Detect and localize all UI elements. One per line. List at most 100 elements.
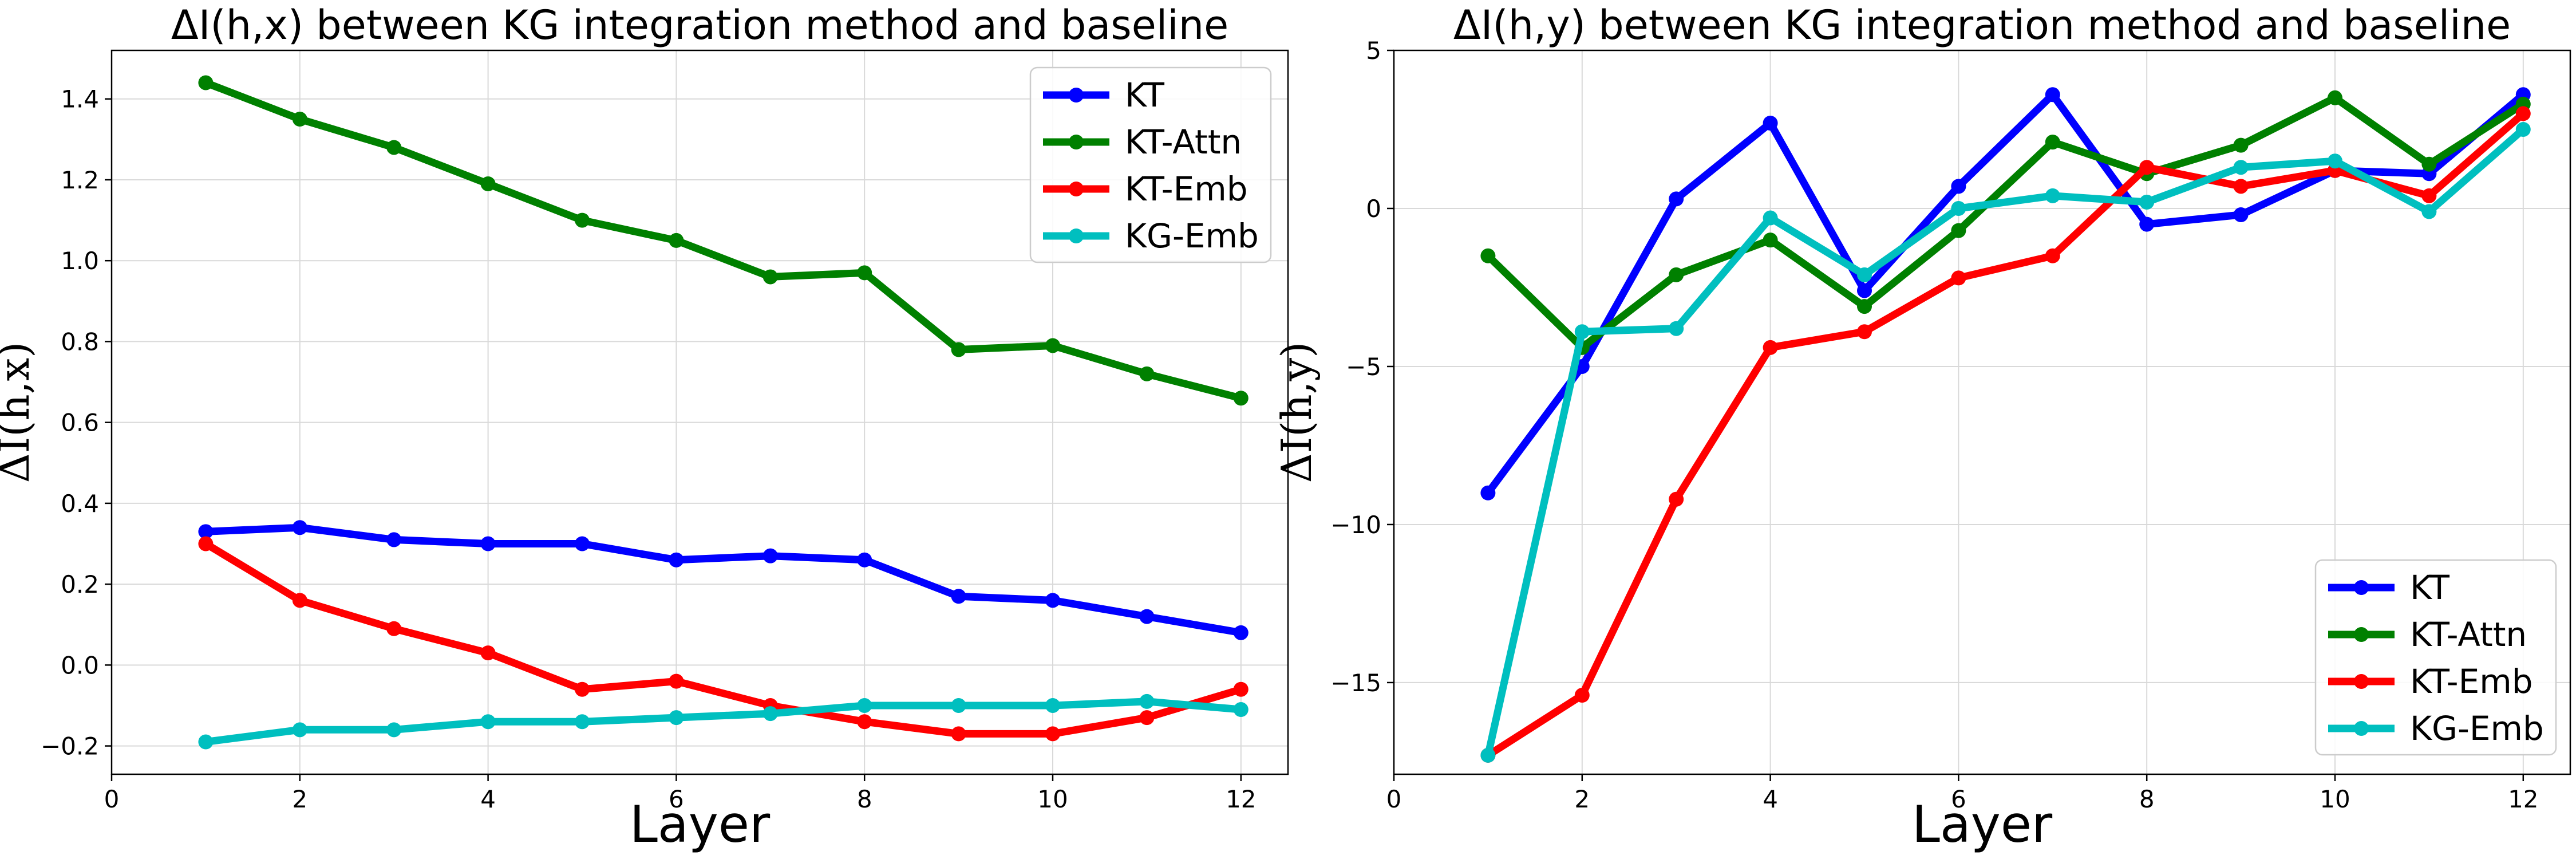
data-point-kt <box>2045 87 2060 103</box>
data-point-kt-attn <box>762 269 778 285</box>
data-point-kt-emb <box>1139 710 1155 726</box>
legend-swatch-marker <box>2354 674 2369 689</box>
legend-label: KT-Attn <box>2410 615 2527 654</box>
data-point-kt-attn <box>198 75 214 90</box>
data-point-kg-emb <box>762 706 778 722</box>
data-point-kg-emb <box>951 698 966 713</box>
data-point-kt <box>386 532 402 547</box>
data-point-kg-emb <box>1857 267 1872 282</box>
data-point-kt-attn <box>2421 156 2437 172</box>
data-point-kt-emb <box>2233 179 2249 194</box>
y-tick-label: −5 <box>1346 353 1381 381</box>
data-point-kt <box>198 524 214 539</box>
data-point-kt-attn <box>1669 267 1684 282</box>
series-line-kt-attn <box>202 79 1245 402</box>
data-point-kt-attn <box>2233 137 2249 153</box>
data-point-kt-emb <box>1951 270 1966 286</box>
legend-swatch-marker <box>1069 88 1084 103</box>
series-line-kt-emb <box>202 540 1245 738</box>
y-tick-label: 0.8 <box>61 328 99 356</box>
y-tick-label: −0.2 <box>41 732 99 761</box>
x-tick-label: 2 <box>292 785 307 813</box>
data-point-kt-emb <box>1857 324 1872 340</box>
legend-box <box>2314 559 2557 756</box>
data-point-kg-emb <box>1045 698 1060 713</box>
y-tick-label: −10 <box>1330 511 1381 539</box>
data-point-kt-attn <box>386 140 402 155</box>
data-point-kt <box>857 552 872 568</box>
legend-label: KT-Emb <box>1125 170 1248 208</box>
data-point-kt <box>1480 485 1496 501</box>
plot-frame <box>1393 49 2571 775</box>
data-point-kt <box>2233 207 2249 223</box>
data-point-kg-emb <box>1669 321 1684 336</box>
data-point-kg-emb <box>1233 702 1249 718</box>
data-point-kg-emb <box>2233 160 2249 175</box>
data-point-kg-emb <box>2328 153 2342 169</box>
legend-swatch-marker <box>1069 182 1084 196</box>
data-point-kt <box>1857 283 1872 298</box>
data-point-kt <box>480 536 496 551</box>
data-point-kt-emb <box>1233 681 1249 697</box>
y-tick-label: −15 <box>1330 669 1381 697</box>
chart-title: ΔI(h,x) between KG integration method an… <box>171 2 1228 49</box>
legend: KT KT-Attn KT-Emb KG-Emb <box>2314 559 2557 756</box>
x-tick-label: 4 <box>1763 785 1778 813</box>
x-axis-label: Layer <box>630 795 771 854</box>
y-tick-label: 0 <box>1366 195 1381 223</box>
data-point-kt-attn <box>1763 233 1778 248</box>
x-tick-label: 8 <box>2139 785 2155 813</box>
legend-label: KG-Emb <box>2410 709 2544 748</box>
x-tick-label: 10 <box>2320 785 2350 813</box>
chart-title: ΔI(h,y) between KG integration method an… <box>1453 2 2511 49</box>
x-tick-label: 12 <box>2508 785 2538 813</box>
data-point-kt-emb <box>292 593 307 608</box>
x-axis-label: Layer <box>1912 795 2053 854</box>
data-point-kg-emb <box>1763 210 1778 226</box>
y-tick-label: 5 <box>1366 37 1381 65</box>
data-point-kt-emb <box>1763 340 1778 355</box>
x-tick-label: 6 <box>669 785 684 813</box>
legend: KT KT-Attn KT-Emb KG-Emb <box>1029 66 1272 263</box>
data-point-kg-emb <box>1480 747 1496 763</box>
data-point-kt <box>951 589 966 604</box>
data-point-kt-emb <box>1669 491 1684 507</box>
y-tick-label: 1.0 <box>61 247 99 275</box>
legend-label: KT-Attn <box>1125 123 1242 161</box>
data-point-kt-attn <box>575 212 590 228</box>
y-tick-label: 0.2 <box>61 570 99 598</box>
data-point-kt <box>1669 191 1684 207</box>
data-point-kt-attn <box>1857 299 1872 314</box>
x-tick-label: 2 <box>1574 785 1590 813</box>
data-point-kt <box>292 520 307 535</box>
legend-label: KT <box>1125 76 1165 115</box>
data-point-kt-emb <box>951 726 966 742</box>
series-line-kt-emb <box>1484 109 2527 759</box>
data-point-kt <box>1763 115 1778 131</box>
data-point-kg-emb <box>2515 121 2531 137</box>
data-point-kt-emb <box>857 714 872 730</box>
legend-swatch-marker <box>1069 135 1084 149</box>
data-point-kg-emb <box>669 710 684 726</box>
legend-swatch-marker <box>1069 228 1084 243</box>
data-point-kg-emb <box>857 698 872 713</box>
legend-swatch-marker <box>2354 721 2369 736</box>
data-point-kt-emb <box>2139 160 2155 175</box>
x-tick-label: 8 <box>857 785 872 813</box>
data-point-kt-emb <box>669 673 684 689</box>
data-point-kg-emb <box>2139 194 2155 210</box>
legend-label: KG-Emb <box>1125 216 1259 255</box>
data-point-kg-emb <box>292 722 307 738</box>
data-point-kt <box>1045 593 1060 608</box>
data-point-kg-emb <box>1574 324 1590 340</box>
y-tick-label: 1.4 <box>61 85 99 113</box>
x-tick-label: 0 <box>104 785 120 813</box>
legend-swatch-marker <box>2354 580 2369 595</box>
data-point-kt-emb <box>2045 248 2060 263</box>
data-point-kt <box>1139 609 1155 624</box>
legend-box <box>1029 66 1272 263</box>
x-tick-label: 10 <box>1037 785 1068 813</box>
data-point-kt-attn <box>2328 90 2342 105</box>
data-point-kt <box>669 552 684 568</box>
